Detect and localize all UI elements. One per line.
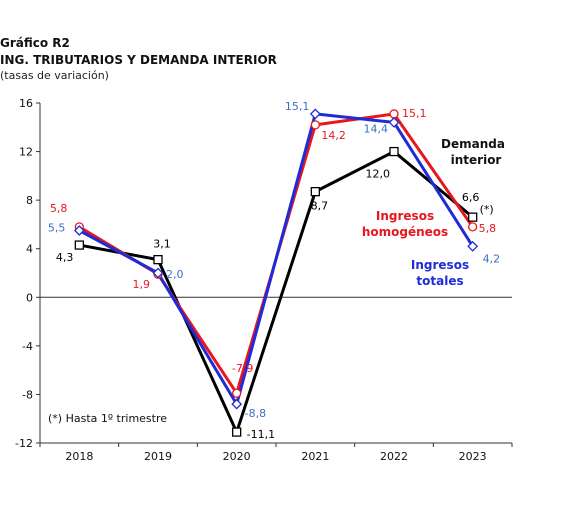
data-label-totales: 14,4 (364, 122, 389, 135)
y-tick-label: 16 (19, 97, 33, 110)
marker-totales (388, 117, 400, 128)
marker-totales (152, 267, 164, 279)
y-tick-label: -4 (22, 340, 33, 353)
x-tick-label: 2018 (65, 450, 93, 463)
marker-demanda (468, 212, 478, 222)
data-label-homogeneos: 1,9 (133, 278, 151, 291)
series-line-demanda (79, 150, 474, 434)
marker-totales (309, 108, 321, 120)
x-tick-label: 2022 (380, 450, 408, 463)
data-label-homogeneos: -7,9 (232, 362, 253, 375)
data-label-demanda: 8,7 (311, 200, 329, 213)
marker-demanda (310, 186, 320, 197)
data-label-homogeneos: 5,8 (50, 202, 68, 215)
marker-demanda (74, 240, 84, 250)
marker-totales (467, 240, 479, 252)
footnote: (*) Hasta 1º trimestre (48, 412, 167, 425)
marker-demanda (153, 254, 163, 265)
marker-homogeneos (389, 109, 399, 119)
chart-title: Gráfico R2 (0, 36, 70, 50)
legend-homogeneos-line2: homogéneos (362, 225, 448, 239)
y-tick-label: 8 (26, 194, 33, 207)
y-tick-label: -12 (15, 437, 33, 450)
marker-totales (73, 225, 85, 236)
data-label-demanda: 12,0 (366, 168, 391, 181)
chart-subtitle: ING. TRIBUTARIOS Y DEMANDA INTERIOR (0, 53, 277, 67)
marker-homogeneos (468, 222, 478, 232)
x-tick-label: 2020 (223, 450, 251, 463)
y-tick-label: -8 (22, 388, 33, 401)
data-label-totales: -8,8 (245, 407, 266, 420)
y-tick-label: 4 (26, 243, 33, 256)
legend-demanda-line1: Demanda (441, 137, 505, 151)
data-label-homogeneos: 15,1 (402, 107, 427, 120)
data-label-demanda: 4,3 (56, 251, 74, 264)
data-label-demanda: 3,1 (153, 238, 171, 251)
legend-demanda-line2: interior (451, 153, 502, 167)
chart-subtitle-units: (tasas de variación) (0, 69, 109, 82)
series-line-totales (78, 112, 474, 406)
data-label-totales: 4,2 (483, 252, 501, 265)
marker-homogeneos (310, 120, 320, 130)
legend-homogeneos-line1: Ingresos (376, 209, 434, 223)
legend-totales-line2: totales (416, 274, 463, 288)
marker-demanda (389, 146, 399, 157)
marker-homogeneos (232, 388, 242, 398)
data-label-totales: 5,5 (48, 222, 66, 235)
data-label-totales: 15,1 (285, 100, 310, 113)
data-label-homogeneos: 5,8 (479, 222, 497, 235)
x-tick-label: 2019 (144, 450, 172, 463)
data-label-totales: 2,0 (166, 268, 184, 281)
x-tick-label: 2023 (459, 450, 487, 463)
data-label-demanda: 6,6 (462, 191, 480, 204)
y-tick-label: 0 (26, 291, 33, 304)
data-label-homogeneos: 14,2 (321, 129, 346, 142)
marker-totales (231, 398, 243, 410)
marker-demanda (232, 427, 242, 437)
legend-totales-line1: Ingresos (411, 258, 469, 272)
data-label-demanda: -11,1 (247, 428, 275, 441)
y-tick-label: 12 (19, 146, 33, 159)
x-tick-label: 2021 (301, 450, 329, 463)
note-label-demanda-2023: (*) (480, 203, 494, 216)
